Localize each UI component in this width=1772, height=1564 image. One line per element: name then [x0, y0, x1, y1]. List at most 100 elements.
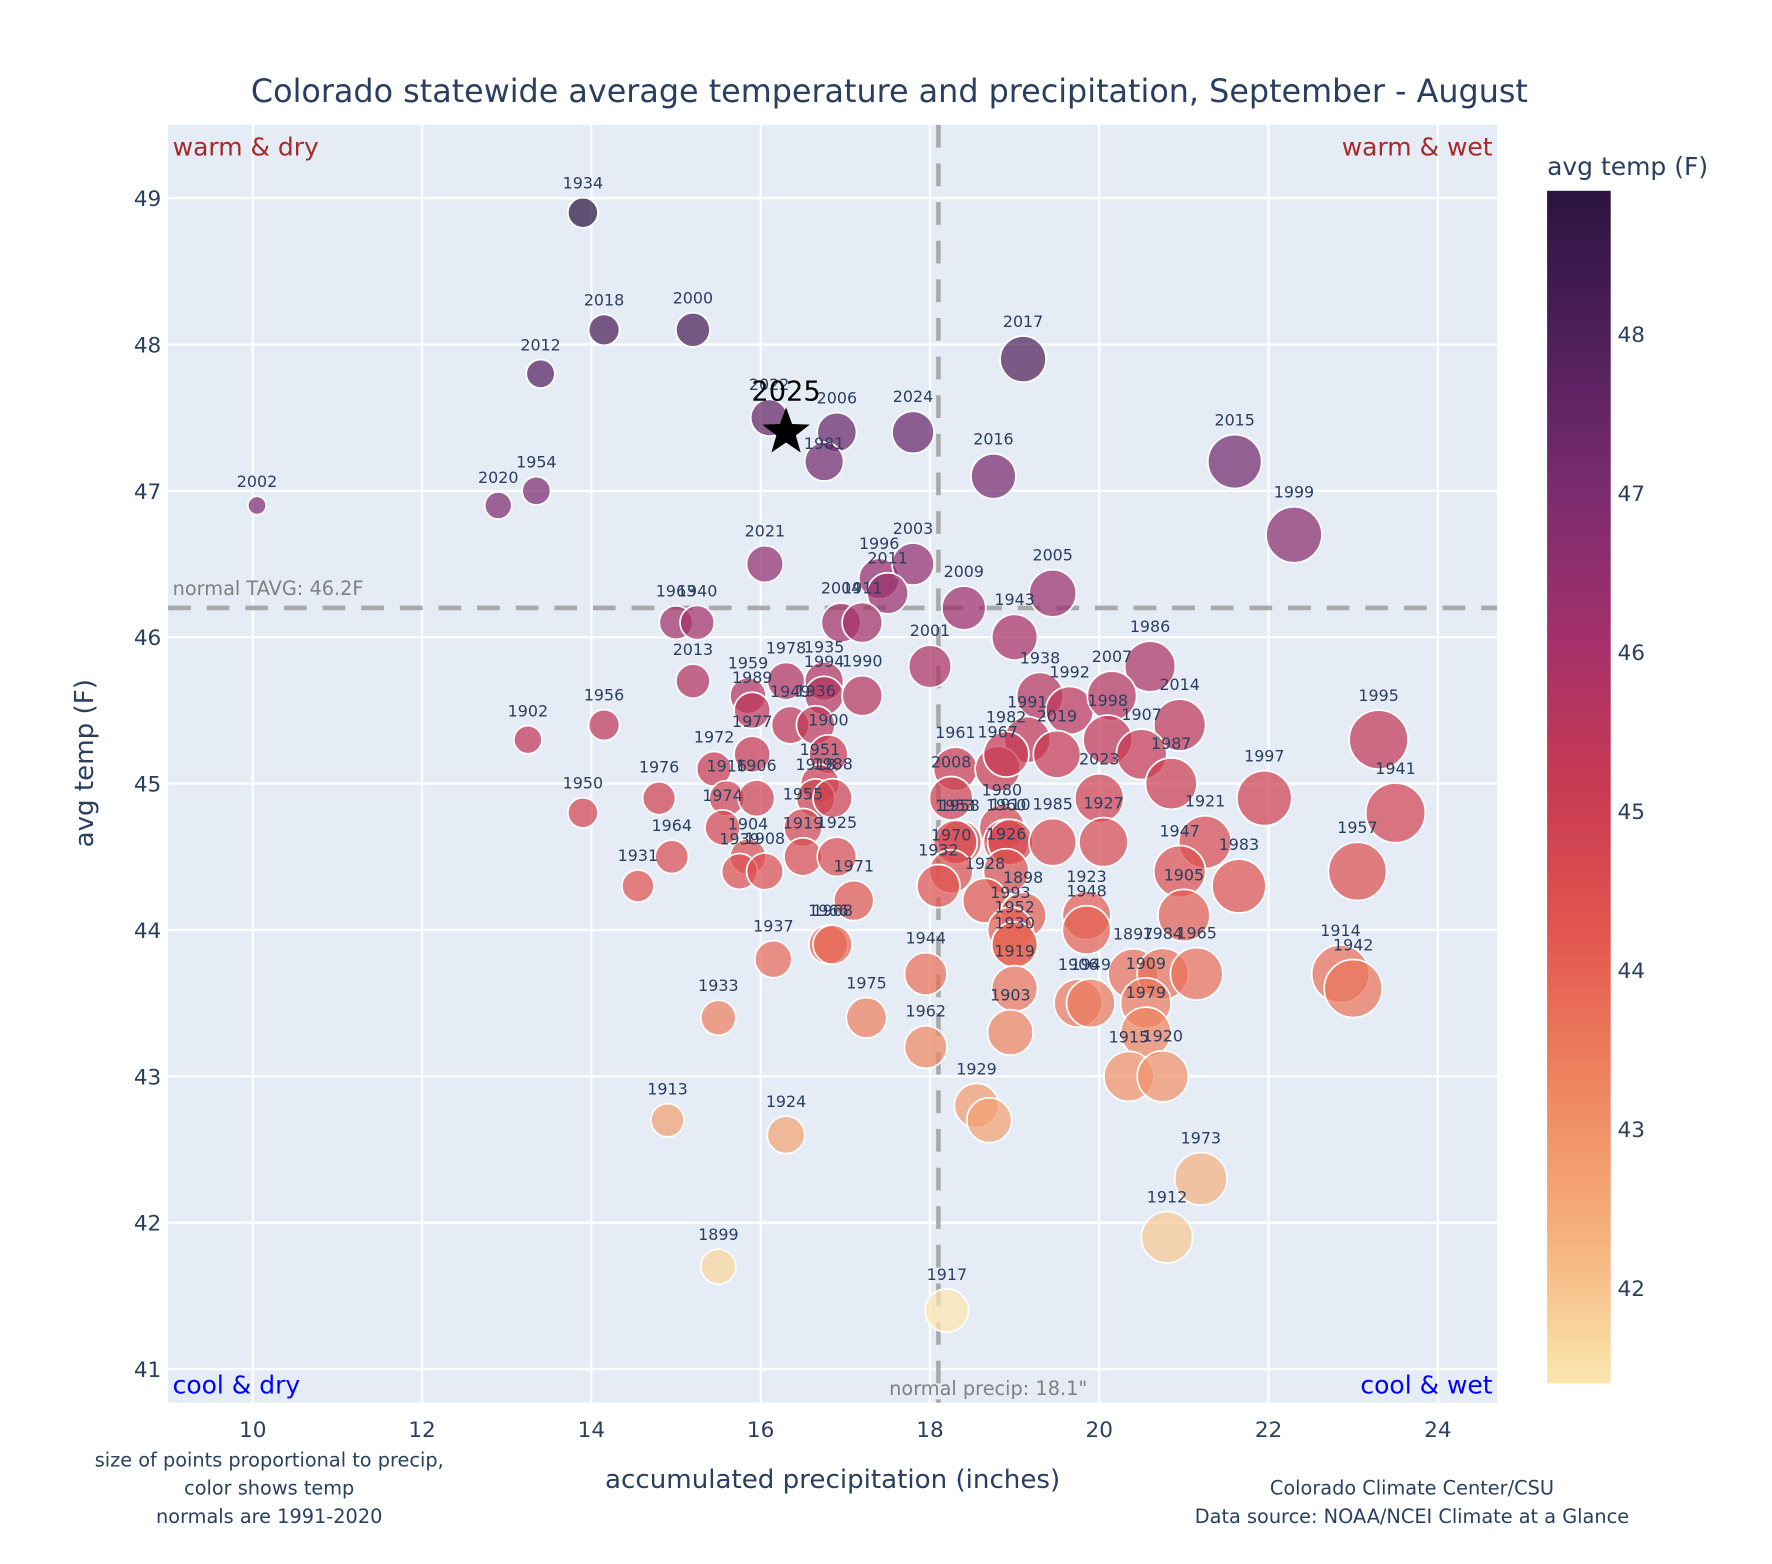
- point-label: 2004: [821, 579, 861, 598]
- data-point: [1140, 1210, 1194, 1264]
- point-label: 1993: [990, 883, 1030, 902]
- point-label: 1974: [702, 786, 742, 805]
- x-axis-title: accumulated precipitation (inches): [605, 1465, 1060, 1495]
- data-point: [1173, 1151, 1228, 1206]
- data-point: [990, 613, 1039, 661]
- point-label: 2005: [1032, 546, 1072, 565]
- x-tick-label: 18: [916, 1418, 943, 1443]
- point-label: 1939: [719, 829, 759, 848]
- data-point: [483, 491, 513, 520]
- point-label: 1949: [1071, 955, 1111, 974]
- data-point: [753, 939, 793, 979]
- x-tick-label: 24: [1424, 1418, 1451, 1443]
- point-label: 1903: [990, 986, 1030, 1005]
- data-point: [1078, 816, 1129, 868]
- point-label: 2009: [944, 562, 984, 581]
- data-point: [650, 1102, 685, 1138]
- data-point: [733, 735, 772, 774]
- point-label: 1947: [1159, 821, 1199, 840]
- x-tick-label: 10: [239, 1418, 266, 1443]
- data-point: [641, 780, 677, 816]
- point-label: 1934: [563, 174, 603, 193]
- point-label: 1961: [935, 723, 975, 742]
- point-label: 1930: [994, 914, 1034, 933]
- point-label: 1924: [766, 1092, 806, 1111]
- point-label: 2017: [1003, 312, 1043, 331]
- point-label: 1925: [817, 813, 857, 832]
- point-label: 2023: [1079, 750, 1119, 769]
- colorbar-tick-label: 48: [1618, 323, 1645, 348]
- point-label: 1937: [753, 917, 793, 936]
- data-point: [1265, 505, 1323, 564]
- normal-precip-label: normal precip: 18.1": [889, 1377, 1087, 1400]
- point-label: 1965: [1176, 924, 1216, 943]
- point-label: 1966: [808, 901, 848, 920]
- point-label: 1919: [994, 942, 1034, 961]
- point-label: 2008: [931, 752, 971, 771]
- data-point: [1123, 640, 1177, 693]
- point-label: 2020: [478, 468, 518, 487]
- point-label: 1940: [677, 581, 717, 600]
- point-label: 1982: [986, 707, 1026, 726]
- point-label: 1979: [1126, 983, 1166, 1002]
- point-label: 1897: [1113, 925, 1153, 944]
- point-label: 1980: [982, 781, 1022, 800]
- point-label: 1990: [842, 652, 882, 671]
- point-label: 1944: [906, 929, 946, 948]
- point-label: 1942: [1333, 935, 1373, 954]
- colorbar-tick-label: 47: [1618, 482, 1645, 507]
- data-point: [866, 571, 910, 615]
- data-point: [566, 796, 599, 829]
- data-point: [812, 924, 854, 966]
- data-point: [816, 836, 858, 878]
- x-tick-label: 22: [1255, 1418, 1282, 1443]
- point-label: 1976: [639, 758, 679, 777]
- point-label: 1978: [766, 638, 806, 657]
- y-tick-label: 43: [134, 1065, 161, 1090]
- data-point: [999, 335, 1047, 384]
- x-tick-label: 12: [408, 1418, 435, 1443]
- data-point: [1028, 817, 1078, 867]
- point-label: 1998: [1087, 691, 1127, 710]
- point-label: 1995: [1358, 686, 1398, 705]
- data-point: [525, 358, 556, 389]
- point-label: 1958: [939, 796, 979, 815]
- y-tick-label: 45: [134, 773, 161, 798]
- data-point: [745, 544, 785, 584]
- point-label: 1927: [1083, 794, 1123, 813]
- x-axis-ticks: 10 12 14 16 18 20 22 24: [239, 1418, 1452, 1443]
- point-label: 1906: [736, 756, 776, 775]
- colorbar-tick-label: 43: [1618, 1118, 1645, 1143]
- point-label: 1932: [918, 840, 958, 859]
- y-tick-label: 44: [134, 919, 161, 944]
- point-label: 1975: [846, 973, 886, 992]
- data-point: [891, 410, 935, 455]
- data-point: [1206, 433, 1263, 490]
- point-label: 1920: [1143, 1027, 1183, 1046]
- data-point: [654, 839, 690, 875]
- point-label: 2007: [1092, 647, 1132, 666]
- point-label: 2006: [817, 389, 857, 408]
- data-point: [246, 495, 268, 516]
- point-label: 1899: [698, 1225, 738, 1244]
- colorbar-title: avg temp (F): [1547, 152, 1708, 181]
- point-label: 1935: [804, 638, 844, 657]
- point-label: 1933: [698, 976, 738, 995]
- point-label: 1986: [1130, 617, 1170, 636]
- point-label: 1908: [745, 829, 785, 848]
- point-label: 2024: [893, 387, 933, 406]
- point-label: 1921: [1185, 792, 1225, 811]
- data-point: [845, 996, 888, 1039]
- point-label: 1968: [812, 901, 852, 920]
- point-label: 1907: [1121, 705, 1161, 724]
- point-label: 1962: [906, 1002, 946, 1021]
- point-label: 1959: [728, 654, 768, 673]
- point-label: 1928: [965, 854, 1005, 873]
- data-point: [733, 691, 772, 730]
- quadrant-warm-wet: warm & wet: [1342, 133, 1493, 162]
- note-color: color shows temp: [184, 1477, 354, 1500]
- y-tick-label: 41: [134, 1358, 161, 1383]
- point-label: 1981: [804, 434, 844, 453]
- point-label: 2022: [749, 375, 789, 394]
